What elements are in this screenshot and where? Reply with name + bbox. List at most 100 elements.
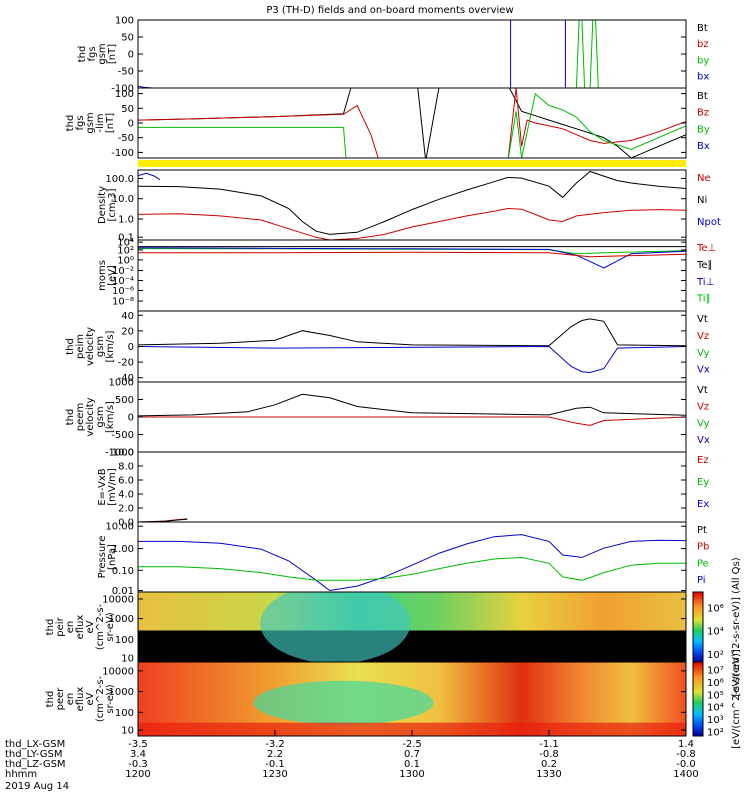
legend-Ex: Ex [697, 499, 709, 510]
legend-Ti∥: Ti∥ [696, 294, 711, 305]
ytick-label: 100 [115, 16, 134, 27]
ytick-label: -50 [118, 133, 134, 144]
ytick-label: 1000 [109, 614, 134, 625]
panel-peem: 1000 500 0 -500 -1000 thd peem velocity gsm [km/s… [65, 378, 710, 459]
series-bx [138, 20, 686, 88]
ytick-label: -40 [118, 373, 134, 384]
ylabel-line: [km/s] [105, 330, 116, 362]
xaxis-value: 1.4 [678, 739, 694, 750]
series-Pe [138, 556, 686, 581]
ytick-label: 10² [117, 245, 134, 256]
series-Ti⊥ [138, 247, 686, 269]
colorbar-tick: 10⁶ [707, 603, 724, 614]
xaxis-value: 1400 [673, 769, 698, 780]
series-Vz [138, 416, 686, 426]
ylabel-line: [nT] [107, 44, 118, 64]
ylabel-line: eV [85, 620, 96, 633]
series-Vt [138, 393, 686, 417]
panel-frame [137, 19, 687, 89]
ylabel-line: (cm^2-s- [95, 675, 106, 722]
panel-frame [137, 239, 687, 312]
ytick-label: 10 [121, 653, 134, 664]
ytick-label: 0 [128, 413, 134, 424]
ytick-label: 10.0 [112, 194, 134, 205]
xaxis-value: 1330 [536, 769, 561, 780]
ylabel-line: E=-VxB [97, 468, 108, 505]
series-Vt [138, 318, 686, 347]
ylabel-line: peim [75, 334, 86, 359]
ylabel-line: gsm [95, 336, 106, 357]
ylabel-line: thd [77, 46, 88, 63]
colorbar-tick: 10² [707, 650, 724, 661]
ytick-label: 1.00 [112, 544, 134, 555]
ytick-label: 50 [121, 104, 134, 115]
ytick-label: 1.0 [118, 215, 134, 226]
ylabel-line: thd [65, 338, 76, 355]
ylabel-line: fgs [87, 46, 98, 61]
legend-Ti⊥: Ti⊥ [696, 277, 714, 288]
xaxis-value: -0.1 [265, 759, 285, 770]
ylabel-line: (cm^2-s- [95, 603, 106, 650]
colorbar-tick: 10⁵ [707, 690, 724, 701]
ylabel-line: peer [55, 687, 66, 711]
legend-Npot: Npot [697, 217, 721, 228]
panel-frame [137, 87, 687, 159]
ylabel-line: thd [65, 115, 76, 132]
ylabel-line: en [65, 693, 76, 706]
series-Te⊥ [138, 251, 686, 258]
xaxis-value: -1.1 [539, 739, 559, 750]
ytick-label: 4.0 [118, 490, 134, 501]
legend-Ni: Ni [697, 195, 707, 206]
series-Bz [138, 88, 686, 158]
xaxis-value: -3.5 [128, 739, 148, 750]
ylabel-line: sr-eV) [105, 684, 116, 713]
legend-Ne: Ne [697, 173, 711, 184]
ytick-label: 0.1 [118, 233, 134, 244]
ytick-label: 40 [121, 311, 134, 322]
xaxis-value: 0.2 [541, 759, 557, 770]
ytick-label: 10.00 [105, 522, 134, 533]
ytick-label: 1000 [109, 687, 134, 698]
series-Bt [138, 88, 686, 158]
ytick-label: -20 [118, 358, 134, 369]
ylabel-line: peir [55, 616, 66, 636]
ytick-label: 0.01 [112, 586, 134, 597]
colorbar-label: [eV/(cm^2-s-sr-eV)] (All Qs) [731, 557, 742, 696]
ylabel-line: [eV] [107, 265, 118, 286]
panel-efield: 10.0 8.0 6.0 4.0 2.0 0.0 E=-VxB [mV/m] Ez Ey Ex [97, 448, 709, 529]
colorbar-tick: 10⁶ [707, 678, 724, 689]
xaxis-row-label: thd_LZ-GSM [5, 759, 66, 770]
colorbar [692, 591, 704, 663]
ytick-label: 10⁻⁴ [112, 276, 134, 287]
panel-pressure: 10.00 1.00 0.10 0.01 Pressure [nPa] Pt Pb Pe Pi [97, 521, 709, 597]
legend-Pi: Pi [697, 575, 706, 586]
ytick-label: 10⁻⁶ [112, 286, 134, 297]
legend-Bt: Bt [697, 23, 708, 34]
xaxis-value: -0.0 [676, 759, 696, 770]
ytick-label: 10000 [102, 595, 134, 606]
legend-Pe: Pe [697, 558, 709, 569]
ylabel-line: eflux [75, 687, 86, 712]
xaxis-value: 1300 [399, 769, 424, 780]
ytick-label: 10⁻⁸ [112, 297, 134, 308]
panel-peir: 10000 1000 100 10 thd peir en eflux eV (cm^2-s-sr… [45, 557, 742, 696]
xaxis-date: 2019 Aug 14 [5, 781, 69, 792]
legend-Vt: Vt [697, 314, 708, 325]
ytick-label: 2.0 [118, 504, 134, 515]
ytick-label: 0 [128, 119, 134, 130]
colorbar-tick: 10⁷ [707, 666, 724, 677]
ytick-label: 100 [115, 89, 134, 100]
ylabel-line: sr-eV) [105, 612, 116, 641]
xaxis-value: 2.2 [267, 749, 283, 760]
xaxis-value: -2.5 [402, 739, 422, 750]
spectrogram-core [260, 592, 411, 662]
ylabel-line: thd [65, 409, 76, 426]
ytick-label: 10⁴ [117, 238, 134, 249]
series-by [575, 20, 604, 88]
legend-Vz: Vz [697, 331, 709, 342]
ytick-label: 20 [121, 326, 134, 337]
series-By [138, 92, 686, 158]
status-bar [138, 160, 686, 167]
